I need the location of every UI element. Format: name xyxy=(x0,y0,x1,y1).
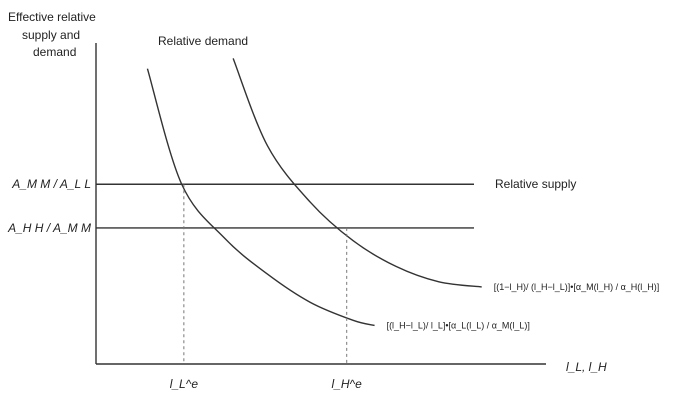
demand-curve-l-l-label: [(l_H−l_L)/ l_L]•[α_L(l_L) / α_M(l_L)] xyxy=(387,320,530,330)
x-marker-label-l-h: l_H^e xyxy=(332,377,363,391)
x-marker-label-l-l: l_L^e xyxy=(170,377,199,391)
relative-supply-label: Relative supply xyxy=(495,177,576,191)
y-axis-label-line-2: supply and xyxy=(22,28,80,42)
demand-curve-l-h xyxy=(232,58,482,288)
relative-demand-annotation: Relative demand xyxy=(158,34,248,48)
y-axis-label-line-3: demand xyxy=(33,45,76,59)
y-level-label-upper: A_M M / A_L L xyxy=(11,177,91,191)
y-axis-label-line-1: Effective relative xyxy=(8,10,96,24)
demand-curve-l-h-label: [(1−l_H)/ (l_H−l_L)]•[α_M(l_H) / α_H(l_H… xyxy=(494,282,660,292)
y-level-label-lower: A_H H / A_M M xyxy=(7,221,91,235)
x-axis-label: l_L, l_H xyxy=(566,360,607,374)
demand-curve-l-l xyxy=(146,68,375,327)
